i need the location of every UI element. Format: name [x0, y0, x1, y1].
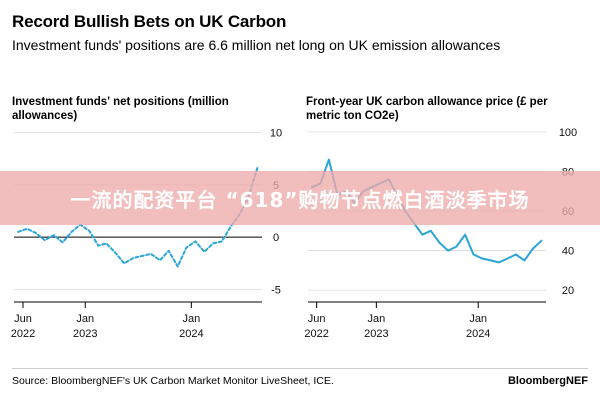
brand-logo-text: BloombergNEF: [507, 375, 588, 387]
x-tick-label: Jun: [308, 313, 326, 325]
left-panel-title: Investment funds' net positions (million…: [12, 96, 229, 122]
x-tick-label: Jan: [76, 313, 94, 325]
source-note: Source: BloombergNEF's UK Carbon Market …: [12, 375, 334, 387]
series-line: [17, 167, 259, 268]
overlay-banner-text: 一流的配资平台 “618”购物节点燃白酒淡季市场: [70, 187, 530, 212]
y-tick-label: -5: [271, 285, 281, 297]
x-tick-label: 2022: [304, 328, 328, 340]
right-panel-plot: 10080604020Jun2022Jan2023Jan2024: [304, 127, 577, 340]
x-tick-label: 2023: [364, 328, 388, 340]
x-tick-label: 2024: [466, 328, 490, 340]
overlay-banner: 一流的配资平台 “618”购物节点燃白酒淡季市场: [0, 171, 600, 225]
chart-title: Record Bullish Bets on UK Carbon: [12, 12, 287, 31]
y-tick-label: 20: [562, 285, 574, 297]
x-tick-label: Jan: [367, 313, 385, 325]
x-tick-label: 2024: [179, 328, 203, 340]
x-tick-label: Jan: [469, 313, 487, 325]
y-tick-label: 40: [562, 246, 574, 258]
y-tick-label: 0: [273, 232, 279, 244]
x-tick-label: 2023: [73, 328, 97, 340]
x-tick-label: Jan: [182, 313, 200, 325]
chart-subtitle: Investment funds' positions are 6.6 mill…: [12, 37, 501, 53]
y-tick-label: 10: [270, 127, 282, 139]
x-tick-label: Jun: [14, 313, 32, 325]
x-tick-label: 2022: [11, 328, 35, 340]
right-panel-title: Front-year UK carbon allowance price (£ …: [306, 96, 548, 122]
footer-divider: [12, 368, 588, 369]
y-tick-label: 100: [559, 127, 577, 139]
